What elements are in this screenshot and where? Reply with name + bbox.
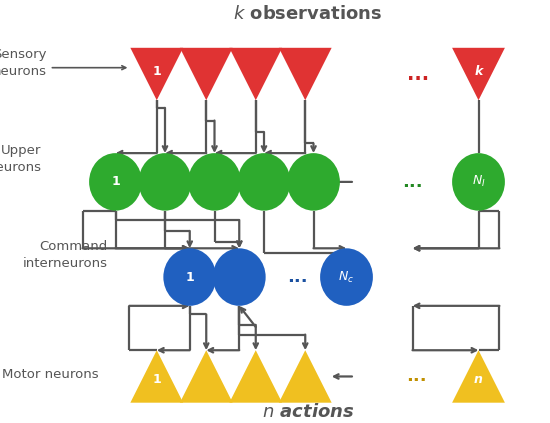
Text: Command
interneurons: Command interneurons xyxy=(22,240,107,270)
Text: 1: 1 xyxy=(185,271,194,283)
Polygon shape xyxy=(130,350,183,403)
Text: n: n xyxy=(474,374,483,386)
Polygon shape xyxy=(180,350,233,403)
Ellipse shape xyxy=(139,153,191,211)
Ellipse shape xyxy=(452,153,505,211)
Ellipse shape xyxy=(213,248,266,306)
Ellipse shape xyxy=(320,248,373,306)
Text: ...: ... xyxy=(406,368,427,385)
Text: Motor neurons: Motor neurons xyxy=(2,368,99,381)
Text: $k$ observations: $k$ observations xyxy=(233,5,383,22)
Text: ...: ... xyxy=(287,268,307,286)
Text: 1: 1 xyxy=(111,176,120,188)
Polygon shape xyxy=(229,48,282,100)
Polygon shape xyxy=(452,350,505,403)
Polygon shape xyxy=(279,48,332,100)
Polygon shape xyxy=(452,48,505,100)
Ellipse shape xyxy=(188,153,241,211)
Text: ...: ... xyxy=(407,65,429,83)
Ellipse shape xyxy=(163,248,216,306)
Text: $n$ actions: $n$ actions xyxy=(262,404,354,421)
Text: $N_c$: $N_c$ xyxy=(338,269,355,285)
Text: k: k xyxy=(474,66,483,78)
Polygon shape xyxy=(229,350,282,403)
Ellipse shape xyxy=(287,153,340,211)
Text: 1: 1 xyxy=(152,374,161,386)
Ellipse shape xyxy=(89,153,142,211)
Polygon shape xyxy=(279,350,332,403)
Text: ...: ... xyxy=(402,173,423,191)
Text: $N_I$: $N_I$ xyxy=(472,174,485,190)
Polygon shape xyxy=(130,48,183,100)
Ellipse shape xyxy=(238,153,290,211)
Text: Upper
interneurons: Upper interneurons xyxy=(0,144,41,173)
Text: Sensory
neurons: Sensory neurons xyxy=(0,49,47,78)
Text: 1: 1 xyxy=(152,66,161,78)
Polygon shape xyxy=(180,48,233,100)
